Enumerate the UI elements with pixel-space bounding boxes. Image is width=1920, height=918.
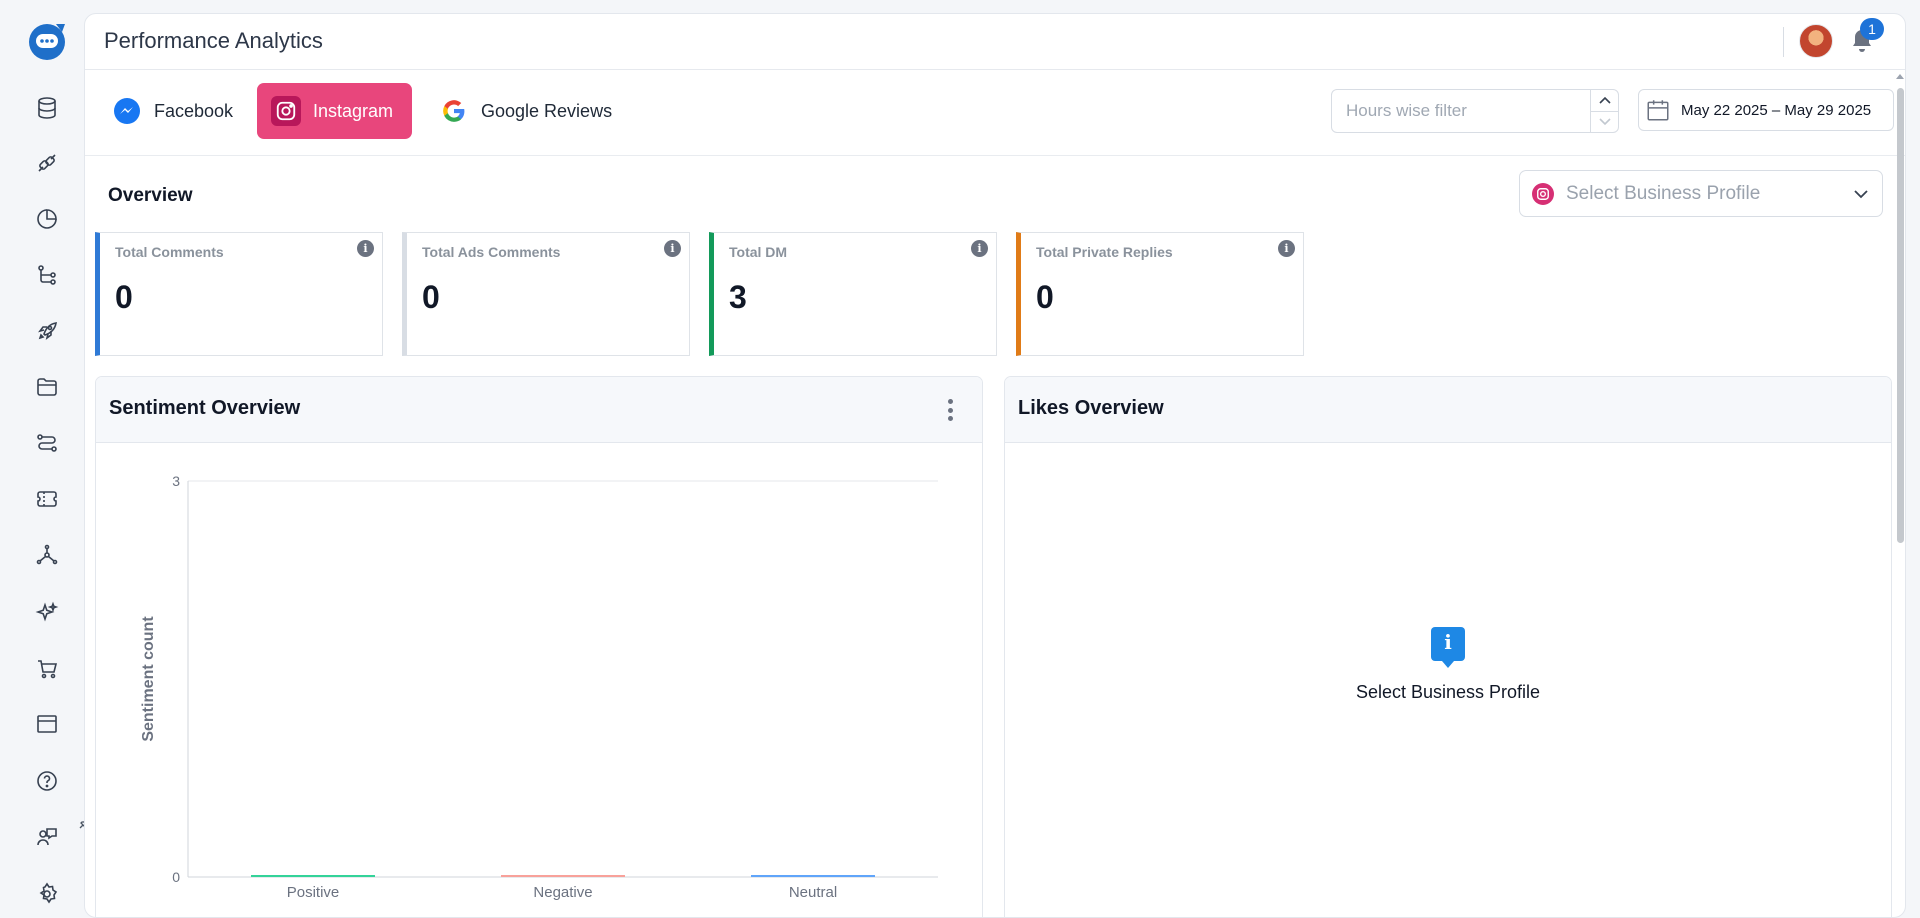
panel-title: Likes Overview bbox=[1018, 397, 1164, 419]
chevron-up-icon[interactable] bbox=[1591, 90, 1618, 111]
divider bbox=[1783, 27, 1784, 57]
sentiment-chart: 3 0 Sentiment count Positive Negative Neut… bbox=[140, 473, 938, 901]
overview-title: Overview bbox=[108, 185, 193, 206]
stat-value: 3 bbox=[729, 279, 747, 315]
sidebar bbox=[0, 0, 94, 918]
cart-icon[interactable] bbox=[32, 654, 62, 684]
business-profile-placeholder: Select Business Profile bbox=[1566, 182, 1761, 204]
user-avatar[interactable] bbox=[1799, 24, 1833, 58]
tab-google-reviews[interactable]: Google Reviews bbox=[425, 83, 626, 139]
stat-label: Total Private Replies bbox=[1036, 244, 1173, 260]
info-icon[interactable]: i bbox=[1278, 240, 1295, 257]
stat-card-total-dm: Total DM 3 i bbox=[709, 232, 997, 356]
database-icon[interactable] bbox=[32, 93, 62, 123]
stat-card-total-comments: Total Comments 0 i bbox=[95, 232, 383, 356]
hours-stepper bbox=[1590, 90, 1618, 132]
rocket-icon[interactable] bbox=[32, 316, 62, 346]
tab-label: Instagram bbox=[313, 100, 394, 121]
chevron-down-icon[interactable] bbox=[1591, 110, 1618, 133]
top-bar: Performance Analytics 1 bbox=[85, 14, 1905, 70]
calendar-icon bbox=[1647, 100, 1669, 121]
stat-value: 0 bbox=[422, 279, 440, 315]
integration-icon[interactable] bbox=[32, 148, 62, 178]
stat-label: Total Ads Comments bbox=[422, 244, 561, 260]
agent-chat-icon[interactable] bbox=[32, 822, 62, 852]
y-axis-label: Sentiment count bbox=[140, 616, 157, 742]
settings-icon[interactable] bbox=[32, 879, 62, 909]
google-icon bbox=[439, 96, 469, 126]
instagram-icon bbox=[271, 96, 301, 126]
app-logo-icon[interactable] bbox=[27, 20, 67, 62]
stat-value: 0 bbox=[115, 279, 133, 315]
stat-label: Total DM bbox=[729, 244, 788, 260]
bar-negative[interactable] bbox=[501, 875, 625, 877]
info-icon[interactable]: i bbox=[664, 240, 681, 257]
workflow-icon[interactable] bbox=[32, 260, 62, 290]
sparkles-icon[interactable] bbox=[32, 598, 62, 628]
panel-title: Sentiment Overview bbox=[109, 397, 301, 419]
stat-value: 0 bbox=[1036, 279, 1054, 315]
facebook-messenger-icon bbox=[112, 96, 142, 126]
folder-icon[interactable] bbox=[32, 372, 62, 402]
scroll-up-arrow-icon[interactable] bbox=[1896, 74, 1904, 79]
bar-positive[interactable] bbox=[251, 875, 375, 877]
stat-label: Total Comments bbox=[115, 244, 224, 260]
info-icon[interactable]: i bbox=[971, 240, 988, 257]
date-range-picker[interactable]: May 22 2025 – May 29 2025 bbox=[1638, 89, 1894, 131]
tab-facebook[interactable]: Facebook bbox=[98, 83, 247, 139]
browser-window-icon[interactable] bbox=[32, 709, 62, 739]
routes-icon[interactable] bbox=[32, 428, 62, 458]
panel-header: Likes Overview bbox=[1005, 377, 1891, 443]
tab-label: Facebook bbox=[154, 100, 234, 121]
instagram-icon bbox=[1532, 182, 1554, 205]
hours-filter bbox=[1331, 89, 1619, 133]
panel-header: Sentiment Overview bbox=[96, 377, 982, 443]
x-tick-label: Neutral bbox=[789, 884, 837, 901]
tab-label: Google Reviews bbox=[481, 100, 613, 121]
chevron-down-icon bbox=[1854, 189, 1868, 198]
pie-chart-icon[interactable] bbox=[32, 204, 62, 234]
sentiment-overview-panel: Sentiment Overview 3 0 Sentiment count P… bbox=[95, 376, 983, 917]
network-icon[interactable] bbox=[32, 540, 62, 570]
tab-instagram[interactable]: Instagram bbox=[257, 83, 412, 139]
x-tick-label: Positive bbox=[287, 884, 340, 901]
bar-neutral[interactable] bbox=[751, 875, 875, 877]
ticket-icon[interactable] bbox=[32, 484, 62, 514]
likes-overview-panel: Likes Overview i Select Business Profile bbox=[1004, 376, 1892, 917]
page-title: Performance Analytics bbox=[104, 28, 323, 53]
more-options-icon[interactable] bbox=[946, 399, 954, 421]
vertical-scrollbar[interactable] bbox=[1894, 70, 1905, 917]
empty-state: i Select Business Profile bbox=[1005, 627, 1891, 703]
business-profile-select[interactable]: Select Business Profile bbox=[1519, 170, 1883, 217]
notification-badge: 1 bbox=[1860, 18, 1884, 40]
main-panel: Performance Analytics 1 Facebook Instagr… bbox=[84, 13, 1906, 918]
hours-filter-input[interactable] bbox=[1332, 90, 1590, 132]
channel-toolbar: Facebook Instagram Google Reviews bbox=[85, 70, 1905, 156]
stat-card-total-ads-comments: Total Ads Comments 0 i bbox=[402, 232, 690, 356]
y-tick-label: 3 bbox=[172, 473, 180, 489]
stat-card-total-private-replies: Total Private Replies 0 i bbox=[1016, 232, 1304, 356]
empty-state-message: Select Business Profile bbox=[1355, 682, 1541, 702]
info-icon[interactable]: i bbox=[357, 240, 374, 257]
scroll-thumb[interactable] bbox=[1897, 88, 1904, 543]
x-tick-label: Negative bbox=[533, 884, 592, 901]
help-icon[interactable] bbox=[32, 766, 62, 796]
date-range-label: May 22 2025 – May 29 2025 bbox=[1681, 101, 1872, 119]
info-icon: i bbox=[1431, 627, 1465, 668]
y-tick-label: 0 bbox=[172, 869, 180, 885]
